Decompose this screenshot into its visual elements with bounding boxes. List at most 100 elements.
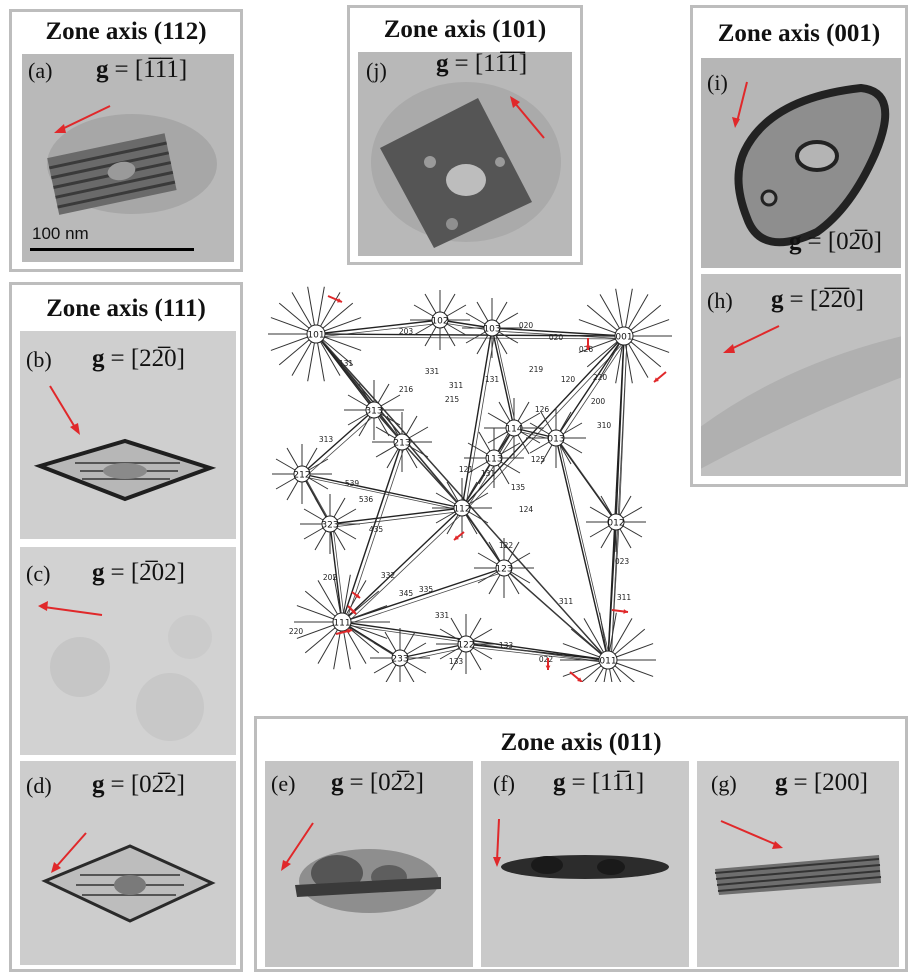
kikuchi-band bbox=[439, 319, 493, 329]
kikuchi-band-edge bbox=[318, 336, 612, 664]
kikuchi-band-edge bbox=[464, 338, 628, 512]
kikuchi-band bbox=[329, 507, 463, 525]
pole-113: 113 bbox=[464, 428, 524, 488]
panel-title: Zone axis (011) bbox=[500, 729, 662, 756]
g-vector-a: g = [1̅1̅1] bbox=[96, 56, 187, 84]
band-label: 536 bbox=[359, 495, 374, 504]
pole-213: 213 bbox=[372, 412, 432, 472]
label-f: (f) bbox=[493, 771, 515, 796]
g-value: [02̅0] bbox=[827, 228, 883, 255]
svg-text:111: 111 bbox=[333, 619, 350, 629]
kikuchi-band bbox=[615, 335, 625, 523]
g-vector-j: g = [11̅1̅] bbox=[436, 50, 527, 78]
g-value: [11̅1] bbox=[591, 769, 645, 796]
svg-text:212: 212 bbox=[293, 471, 310, 481]
svg-text:103: 103 bbox=[483, 325, 500, 335]
g-symbol: g bbox=[771, 286, 784, 313]
pole-212: 212 bbox=[272, 444, 332, 504]
g-value: [2̅2̅0] bbox=[809, 286, 865, 313]
svg-text:213: 213 bbox=[393, 439, 410, 449]
label-g: (g) bbox=[711, 771, 737, 796]
g-value: [11̅1̅] bbox=[474, 50, 528, 77]
band-label: 311 bbox=[559, 597, 574, 606]
kikuchi-band-edge bbox=[558, 440, 612, 664]
kikuchi-band bbox=[301, 473, 463, 509]
arrow-head bbox=[654, 377, 659, 382]
svg-text:101: 101 bbox=[307, 331, 324, 341]
g-vector-e: g = [02̅2] bbox=[331, 769, 424, 797]
equals-sign: = bbox=[789, 286, 804, 313]
tem-image-e bbox=[265, 761, 473, 967]
kikuchi-band bbox=[555, 335, 625, 439]
band-label: 203 bbox=[399, 327, 414, 336]
pole-123: 123 bbox=[474, 538, 534, 598]
band-label: 131 bbox=[339, 359, 354, 368]
kikuchi-band-edge bbox=[344, 510, 466, 626]
arrow-head bbox=[623, 609, 628, 614]
tem-image-h bbox=[701, 274, 901, 476]
kikuchi-band-edge bbox=[404, 444, 466, 512]
band-label: 310 bbox=[597, 421, 612, 430]
band-label: 345 bbox=[399, 589, 414, 598]
band-label: 020 bbox=[549, 333, 564, 342]
kikuchi-band bbox=[341, 621, 609, 661]
panel-zone-001: Zone axis (001) (i) g = [02̅0] (h) g = [2̅… bbox=[690, 5, 908, 487]
panel-title: Zone axis (001) bbox=[717, 20, 881, 47]
pole-101: 101 bbox=[268, 286, 364, 382]
panel-zone-101: Zone axis (101) (j) g = [11̅1̅] bbox=[347, 5, 583, 265]
kikuchi-band bbox=[465, 643, 609, 661]
band-label: 216 bbox=[399, 385, 414, 394]
kikuchi-band bbox=[399, 643, 467, 659]
equals-sign: = bbox=[807, 228, 822, 255]
pole-103: 103 bbox=[462, 298, 522, 358]
band-label: 219 bbox=[529, 365, 544, 374]
pole-102: 102 bbox=[410, 290, 470, 350]
label-j: (j) bbox=[366, 58, 387, 83]
arrow-head bbox=[454, 535, 459, 540]
g-vector-h: g = [2̅2̅0] bbox=[771, 286, 864, 314]
arrow-head bbox=[355, 593, 360, 598]
band-label: 023 bbox=[615, 557, 630, 566]
equals-sign: = bbox=[110, 345, 125, 372]
svg-text:323: 323 bbox=[321, 521, 338, 531]
kikuchi-band-edge bbox=[344, 444, 406, 626]
kikuchi-band-edge bbox=[332, 526, 346, 626]
kikuchi-band-edge bbox=[494, 330, 518, 432]
label-e: (e) bbox=[271, 771, 296, 796]
g-symbol: g bbox=[789, 228, 802, 255]
kikuchi-band-edge bbox=[618, 338, 628, 526]
tem-image-f bbox=[481, 761, 689, 967]
band-label: 311 bbox=[617, 593, 632, 602]
band-label: 311 bbox=[449, 381, 464, 390]
g-symbol: g bbox=[553, 769, 566, 796]
kikuchi-band bbox=[301, 409, 375, 475]
svg-text:113: 113 bbox=[485, 455, 502, 465]
label-d: (d) bbox=[26, 773, 52, 798]
svg-text:102: 102 bbox=[431, 317, 448, 327]
kikuchi-band bbox=[461, 507, 505, 569]
kikuchi-map: 101 102 103 001 313 213 112 113 114 013 012 212 323 1… bbox=[256, 262, 692, 708]
pole-001: 001 bbox=[576, 288, 672, 384]
equals-sign: = bbox=[110, 559, 125, 586]
label-h: (h) bbox=[707, 288, 733, 313]
g-vector-g: g = [200] bbox=[775, 769, 868, 797]
pole-233: 233 bbox=[370, 628, 430, 688]
band-label: 202 bbox=[323, 573, 338, 582]
panel-title: Zone axis (112) bbox=[45, 18, 207, 45]
band-label: 220 bbox=[289, 627, 304, 636]
band-label: 131 bbox=[481, 469, 496, 478]
g-vector-f: g = [11̅1] bbox=[553, 769, 644, 797]
scale-bar-label: 100 nm bbox=[32, 224, 89, 243]
panel-title: Zone axis (111) bbox=[46, 295, 206, 322]
band-label: 131 bbox=[485, 375, 500, 384]
band-label: 332 bbox=[381, 571, 396, 580]
pole-323: 323 bbox=[300, 494, 360, 554]
g-symbol: g bbox=[436, 50, 449, 77]
band-label: 026 bbox=[579, 345, 594, 354]
label-c: (c) bbox=[26, 561, 51, 586]
band-label: 124 bbox=[519, 505, 534, 514]
equals-sign: = bbox=[793, 769, 808, 796]
scale-bar bbox=[30, 248, 194, 251]
equals-sign: = bbox=[454, 50, 469, 77]
label-b: (b) bbox=[26, 347, 52, 372]
